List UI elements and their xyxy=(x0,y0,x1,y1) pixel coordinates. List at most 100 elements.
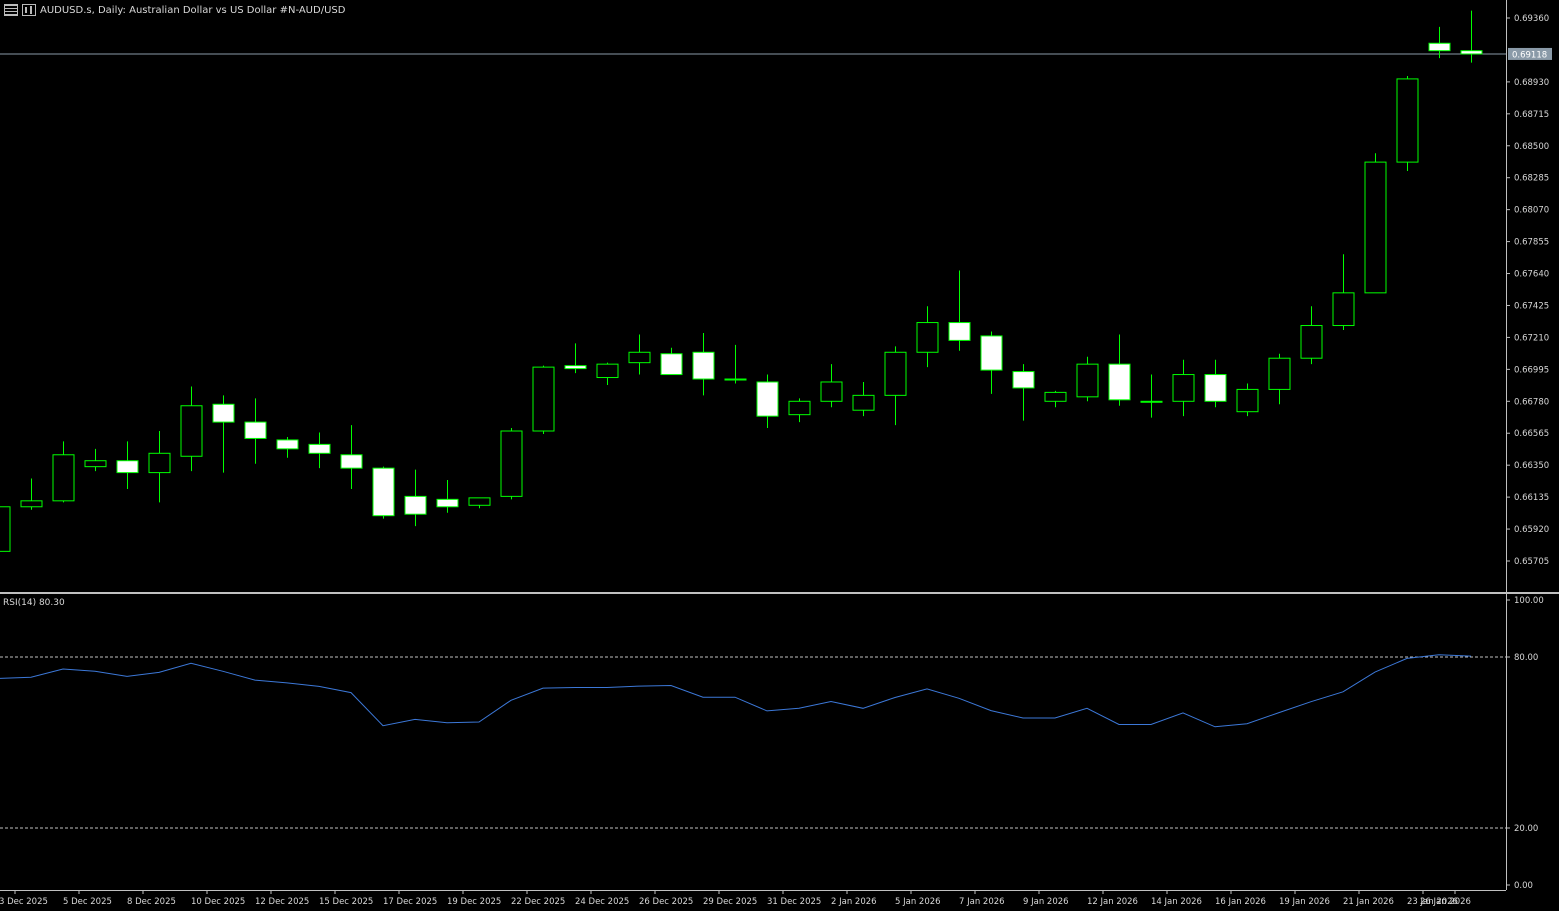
candle[interactable] xyxy=(660,347,683,376)
candle-body xyxy=(788,400,811,416)
candle[interactable] xyxy=(564,343,587,374)
price-tick-label: 0.67210 xyxy=(1514,333,1549,343)
candle-body xyxy=(116,460,139,474)
candle[interactable] xyxy=(980,331,1003,394)
candle-body xyxy=(180,405,203,457)
time-tick-label: 31 Dec 2025 xyxy=(767,897,821,907)
candle[interactable] xyxy=(52,441,75,503)
candle[interactable] xyxy=(1268,353,1291,405)
price-tick-label: 0.68715 xyxy=(1514,110,1549,120)
candle[interactable] xyxy=(372,466,395,519)
time-tick-label: 29 Dec 2025 xyxy=(703,897,757,907)
candle-body xyxy=(628,351,651,364)
candle[interactable] xyxy=(948,270,971,351)
candle[interactable] xyxy=(84,448,107,472)
candle[interactable] xyxy=(1204,359,1227,408)
candle[interactable] xyxy=(308,432,331,469)
candle[interactable] xyxy=(1428,26,1451,59)
candle[interactable] xyxy=(1236,383,1259,417)
candle[interactable] xyxy=(0,505,11,552)
candle[interactable] xyxy=(628,334,651,375)
candle[interactable] xyxy=(468,497,491,509)
candle[interactable] xyxy=(148,431,171,503)
candle-body xyxy=(1108,363,1131,401)
candle[interactable] xyxy=(500,428,523,500)
candle[interactable] xyxy=(884,346,907,426)
candle-body xyxy=(692,351,715,380)
candle[interactable] xyxy=(436,480,459,513)
rsi-pane[interactable] xyxy=(0,654,1506,829)
price-tick-label: 0.67425 xyxy=(1514,301,1549,311)
candle-body xyxy=(1044,391,1067,402)
candle-body xyxy=(468,497,491,506)
candle[interactable] xyxy=(1076,356,1099,402)
candle-body xyxy=(500,430,523,497)
price-tick-label: 0.68930 xyxy=(1514,78,1549,88)
candle[interactable] xyxy=(756,374,779,429)
candle-body xyxy=(820,381,843,402)
candle-body xyxy=(724,378,747,381)
price-pane[interactable] xyxy=(0,10,1506,552)
candle-body xyxy=(52,454,75,502)
time-tick-label: 12 Jan 2026 xyxy=(1087,897,1138,907)
candle[interactable] xyxy=(1044,390,1067,408)
candle[interactable] xyxy=(116,441,139,489)
time-tick-label: 26 Dec 2025 xyxy=(639,897,693,907)
price-tick-label: 0.65705 xyxy=(1514,557,1549,567)
price-tick-label: 0.68070 xyxy=(1514,206,1549,216)
candle[interactable] xyxy=(596,362,619,385)
candle[interactable] xyxy=(1332,254,1355,330)
rsi-tick-label: 100.00 xyxy=(1514,596,1544,606)
candle-body xyxy=(884,351,907,396)
candle[interactable] xyxy=(1108,334,1131,406)
candle[interactable] xyxy=(820,364,843,408)
chart-title: AUDUSD.s, Daily: Australian Dollar vs US… xyxy=(40,4,346,16)
candle[interactable] xyxy=(1300,306,1323,365)
candle[interactable] xyxy=(244,398,267,464)
candle-body xyxy=(244,421,267,439)
candle[interactable] xyxy=(788,398,811,423)
candle[interactable] xyxy=(180,386,203,472)
candle[interactable] xyxy=(532,365,555,434)
time-tick-label: 12 Dec 2025 xyxy=(255,897,309,907)
candle[interactable] xyxy=(1140,374,1163,418)
time-tick-label: 23 Jan 2026 xyxy=(1407,897,1458,907)
candle-body xyxy=(404,495,427,515)
candle[interactable] xyxy=(1364,153,1387,294)
candle[interactable] xyxy=(340,425,363,489)
candle[interactable] xyxy=(916,306,939,368)
candle[interactable] xyxy=(276,436,299,458)
menu-icon[interactable] xyxy=(4,4,18,16)
candle[interactable] xyxy=(404,469,427,527)
current-price-box xyxy=(1508,47,1552,60)
candle[interactable] xyxy=(20,478,43,510)
candle[interactable] xyxy=(692,332,715,396)
chart-type-icon[interactable] xyxy=(22,4,36,16)
candle[interactable] xyxy=(1396,75,1419,172)
price-tick-label: 0.69360 xyxy=(1514,14,1549,24)
candle-body xyxy=(436,498,459,508)
candle-body xyxy=(1300,325,1323,359)
time-tick-label: 22 Dec 2025 xyxy=(511,897,565,907)
rsi-tick-label: 80.00 xyxy=(1514,653,1538,663)
chart-header: AUDUSD.s, Daily: Australian Dollar vs US… xyxy=(4,2,345,18)
candle-body xyxy=(1012,371,1035,389)
candle-body xyxy=(20,500,43,508)
price-tick-label: 0.66995 xyxy=(1514,365,1549,375)
candle-body xyxy=(1268,357,1291,390)
time-tick-label: 24 Dec 2025 xyxy=(575,897,629,907)
candle[interactable] xyxy=(1172,359,1195,417)
candle[interactable] xyxy=(1012,364,1035,421)
rsi-label: RSI(14) 80.30 xyxy=(3,598,65,608)
candle-body xyxy=(756,381,779,417)
time-tick-label: 17 Dec 2025 xyxy=(383,897,437,907)
time-tick-label: 8 Dec 2025 xyxy=(127,897,176,907)
price-tick-label: 0.65920 xyxy=(1514,525,1549,535)
candle[interactable] xyxy=(852,381,875,417)
candle[interactable] xyxy=(212,395,235,473)
candle[interactable] xyxy=(724,344,747,384)
candle[interactable] xyxy=(1460,10,1483,63)
candle-body xyxy=(340,454,363,469)
